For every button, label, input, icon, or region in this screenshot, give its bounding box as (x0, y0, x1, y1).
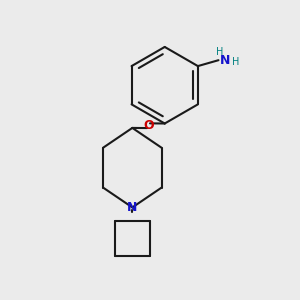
Text: H: H (232, 57, 239, 67)
Text: O: O (143, 119, 154, 132)
Text: N: N (127, 201, 137, 214)
Text: H: H (216, 47, 224, 57)
Text: N: N (220, 54, 230, 67)
